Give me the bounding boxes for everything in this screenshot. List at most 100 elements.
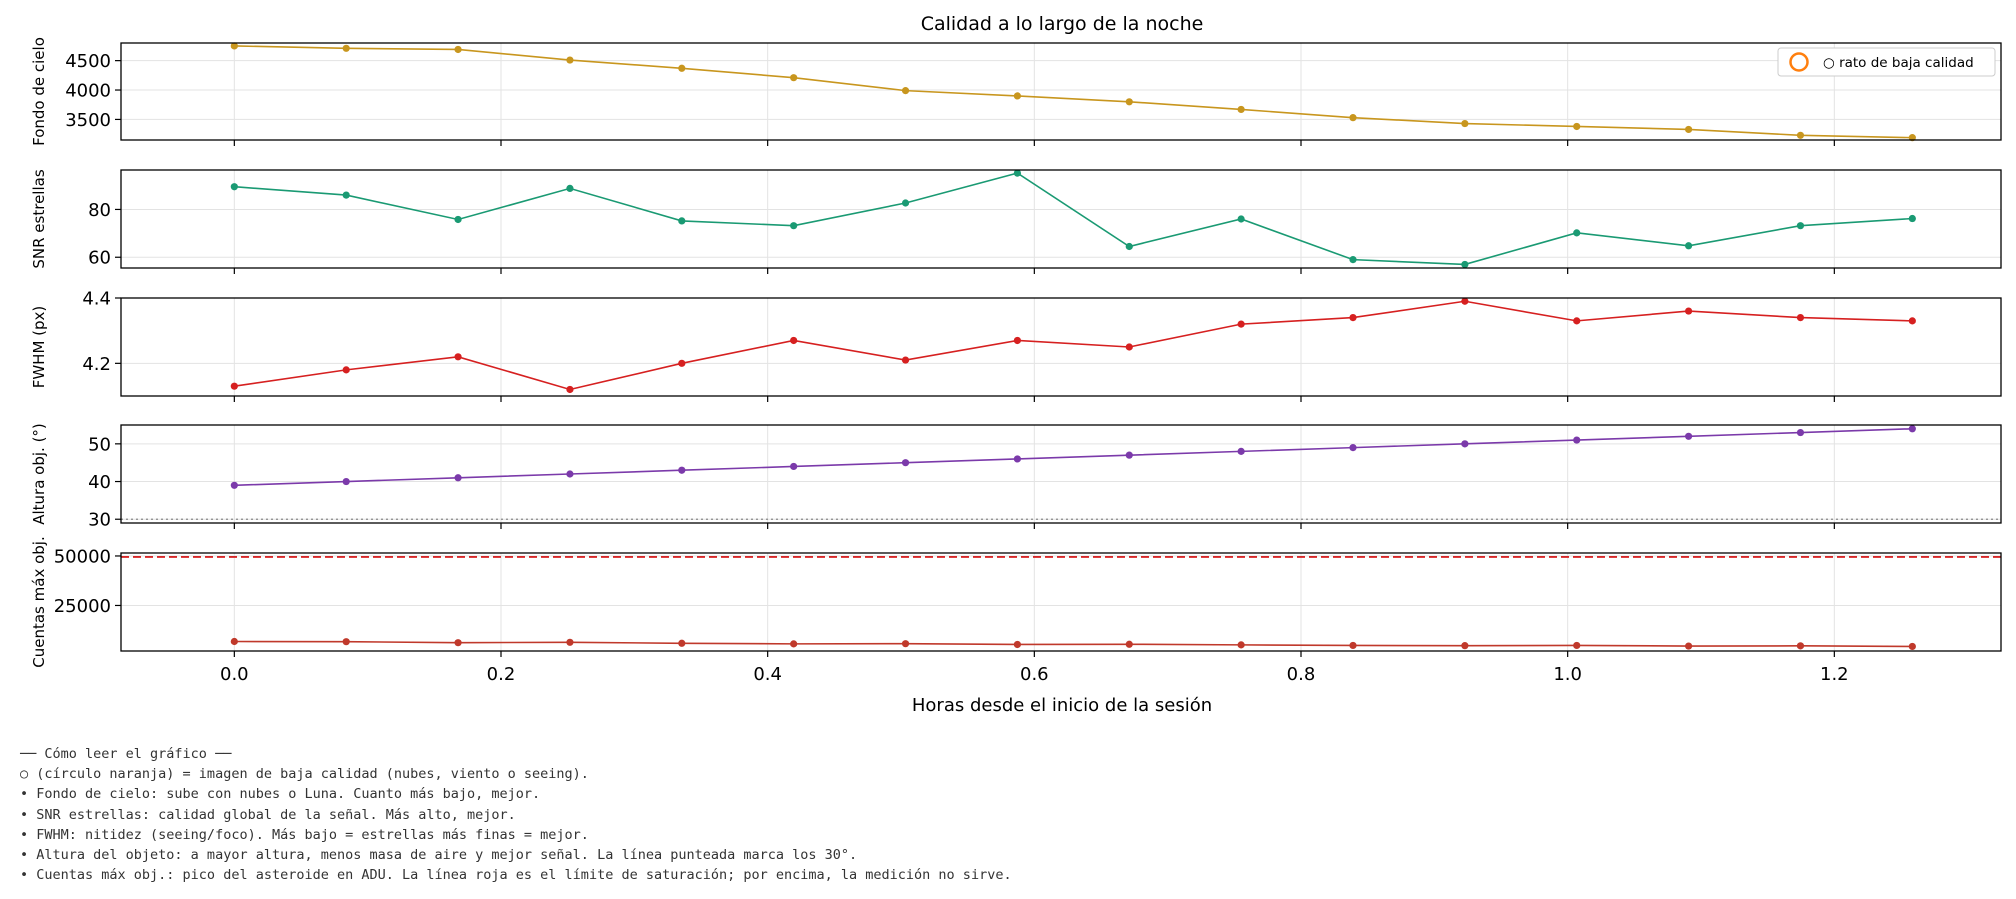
data-point — [1461, 297, 1469, 305]
data-point — [342, 638, 350, 646]
x-tick-label: 0.4 — [753, 664, 782, 685]
series-line-fondo-de-cielo — [234, 45, 1913, 139]
data-point — [1013, 169, 1022, 177]
y-tick-label: 25000 — [54, 596, 111, 617]
data-point — [901, 459, 910, 467]
data-point — [678, 217, 686, 225]
data-point — [342, 366, 350, 374]
data-point — [1573, 317, 1581, 325]
y-axis-label: Fondo de cielo — [30, 37, 48, 146]
legend-label: ○ rato de baja calidad — [1823, 55, 1974, 71]
x-tick-label: 0.0 — [220, 664, 249, 685]
y-tick-label: 60 — [88, 248, 111, 269]
data-point — [901, 640, 910, 648]
data-point — [1573, 122, 1581, 131]
panel-snr-estrellas: 60 80 SNR estrellas — [30, 169, 2002, 274]
data-point — [1685, 432, 1693, 440]
data-point — [1349, 256, 1357, 264]
y-tick-label: 50000 — [54, 546, 111, 567]
data-point — [342, 191, 350, 199]
data-point — [1685, 642, 1693, 650]
data-point — [566, 56, 574, 64]
legend-marker-icon — [1789, 52, 1809, 72]
y-tick-label: 3500 — [65, 110, 111, 131]
panel-cuentas-max-obj: 25000 50000 Cuentas máx obj. — [30, 536, 2002, 668]
panel-frame — [120, 42, 2002, 141]
data-point — [1013, 92, 1022, 100]
y-tick-label: 80 — [88, 200, 111, 221]
x-tick-label: 0.6 — [1020, 664, 1049, 685]
series-line-fwhm-px — [234, 300, 1913, 391]
data-point — [1796, 222, 1805, 230]
data-point — [1349, 114, 1357, 122]
y-tick-label: 30 — [88, 510, 111, 531]
data-point — [342, 44, 350, 52]
data-point — [1013, 455, 1022, 463]
y-tick-label: 4.2 — [82, 354, 111, 375]
data-point — [1125, 640, 1133, 648]
data-point — [1125, 98, 1133, 106]
data-point — [1349, 444, 1357, 452]
y-tick-label: 4500 — [65, 51, 111, 72]
data-point — [566, 385, 574, 394]
data-point — [454, 353, 462, 361]
reading-guide: ── Cómo leer el gráfico ── ○ (círculo na… — [20, 744, 1012, 885]
data-point — [566, 184, 574, 193]
y-tick-label: 50 — [88, 434, 111, 455]
legend: ○ rato de baja calidad — [1777, 47, 1996, 77]
legend-box — [1777, 47, 1996, 77]
data-point — [230, 481, 238, 489]
data-point — [1349, 641, 1357, 650]
x-axis-label: Horas desde el inicio de la sesión — [912, 695, 1212, 716]
data-point — [901, 356, 910, 364]
series-line-snr-estrellas — [234, 172, 1913, 266]
y-axis-label: FWHM (px) — [30, 306, 48, 389]
reading-guide-line-2: • Fondo de cielo: sube con nubes o Luna.… — [20, 786, 541, 803]
data-point — [678, 64, 686, 72]
data-point — [901, 87, 910, 95]
data-point — [1461, 642, 1469, 650]
data-point — [790, 336, 798, 345]
data-point — [230, 42, 238, 50]
data-point — [1349, 314, 1357, 322]
data-point — [1796, 642, 1805, 650]
data-point — [1908, 425, 1916, 433]
data-point — [1013, 640, 1022, 649]
data-point — [1908, 214, 1916, 223]
data-point — [901, 199, 910, 207]
data-point — [454, 474, 462, 482]
x-tick-label: 0.8 — [1287, 664, 1316, 685]
data-point — [1573, 436, 1581, 444]
data-point — [1237, 641, 1245, 649]
y-axis-label: SNR estrellas — [30, 169, 48, 268]
panel-fondo-de-cielo: 3500 4000 4500 Fondo de cielo ○ rato de baja… — [30, 37, 2002, 146]
data-point — [1125, 343, 1133, 351]
data-point — [1908, 317, 1916, 325]
data-point — [1461, 440, 1469, 448]
data-point — [454, 45, 462, 54]
data-point — [566, 470, 574, 478]
data-point — [678, 639, 686, 647]
reading-guide-line-5: • Altura del objeto: a mayor altura, men… — [20, 847, 858, 864]
data-point — [1125, 242, 1133, 251]
data-point — [1796, 131, 1805, 139]
y-tick-label: 40 — [88, 472, 111, 493]
panel-frame — [120, 552, 2002, 652]
data-point — [230, 637, 238, 646]
y-tick-label: 4.4 — [82, 289, 111, 310]
x-tick-label: 1.0 — [1553, 664, 1582, 685]
data-point — [1237, 320, 1245, 328]
data-point — [678, 359, 686, 367]
data-point — [1796, 428, 1805, 437]
data-point — [342, 477, 350, 486]
data-point — [454, 215, 462, 224]
data-point — [230, 382, 238, 390]
data-point — [1685, 242, 1693, 250]
data-point — [1796, 314, 1805, 322]
reading-guide-line-1: ○ (círculo naranja) = imagen de baja cal… — [20, 766, 589, 783]
chart-panels: 3500 4000 4500 Fondo de cielo ○ rato de baja… — [30, 37, 2002, 685]
data-point — [1237, 105, 1245, 114]
panel-fwhm-px: 4.2 4.4 FWHM (px) — [30, 289, 2002, 402]
data-point — [1685, 125, 1693, 134]
data-point — [790, 222, 798, 230]
